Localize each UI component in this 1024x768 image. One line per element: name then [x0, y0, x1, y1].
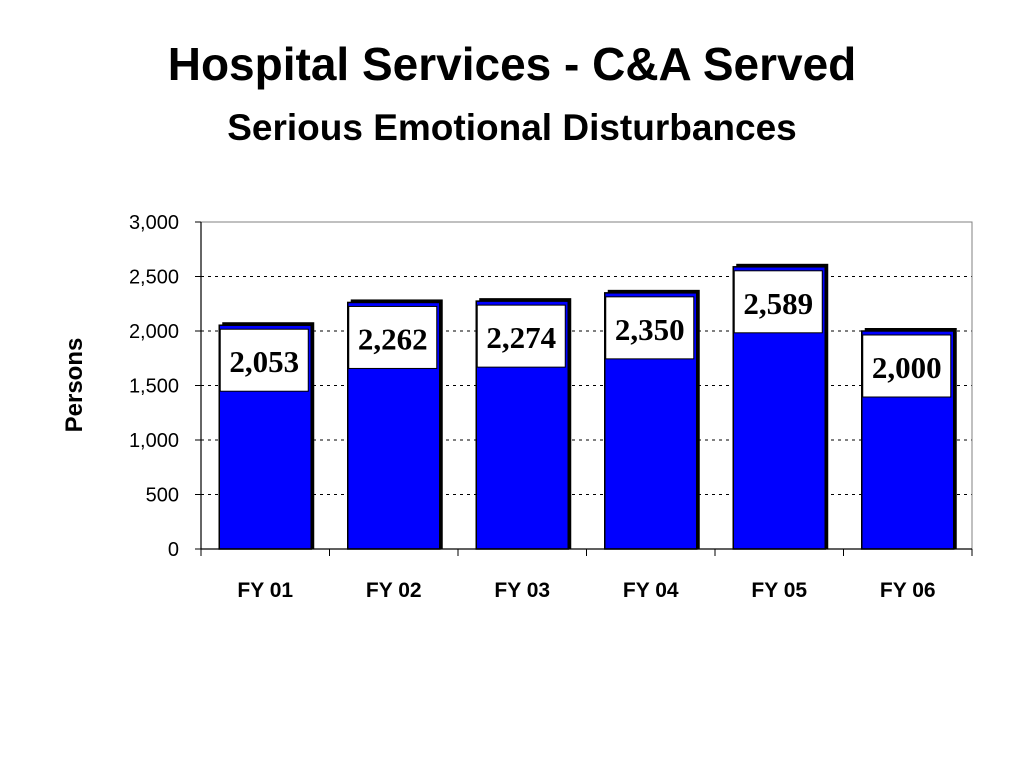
- grid-lines: [201, 221, 972, 495]
- y-tick-label: 2,500: [129, 267, 179, 289]
- x-category-label: FY 02: [366, 579, 422, 602]
- bars: [218, 263, 957, 550]
- axes: [195, 221, 973, 556]
- y-tick-label: 1,500: [129, 376, 179, 398]
- data-label-box: [219, 328, 309, 392]
- y-tick-label: 3,000: [129, 212, 179, 234]
- data-label-box: [348, 305, 438, 369]
- x-category-labels: FY 01 FY 02 FY 03 FY 04 FY 05 FY 06: [237, 579, 935, 602]
- data-label: 2,589: [743, 286, 813, 321]
- y-tick-label: 0: [168, 539, 179, 561]
- data-label: 2,274: [486, 320, 556, 355]
- x-category-label: FY 01: [237, 579, 293, 602]
- y-tick-label: 1,000: [129, 430, 179, 452]
- x-category-label: FY 03: [494, 579, 550, 602]
- data-label: 2,000: [872, 350, 942, 385]
- y-axis-title: Persons: [61, 338, 88, 433]
- x-category-label: FY 05: [751, 579, 807, 602]
- data-label-box: [476, 304, 566, 368]
- chart-subtitle: Serious Emotional Disturbances: [227, 107, 797, 148]
- data-label: 2,350: [615, 312, 685, 347]
- y-tick-label: 2,000: [129, 321, 179, 343]
- data-label-box: [862, 334, 952, 398]
- data-label-box: [733, 270, 823, 334]
- x-category-label: FY 06: [880, 579, 936, 602]
- y-tick-labels: 0 500 1,000 1,500 2,000 2,500 3,000: [129, 212, 179, 561]
- data-label-box: [605, 296, 695, 360]
- y-tick-label: 500: [146, 485, 179, 507]
- data-label: 2,053: [229, 344, 299, 379]
- data-labels: 2,053 2,262 2,274 2,350 2,589 2,000: [219, 270, 952, 398]
- data-label: 2,262: [358, 321, 428, 356]
- x-category-label: FY 04: [623, 579, 679, 602]
- chart-title: Hospital Services - C&A Served: [167, 38, 857, 90]
